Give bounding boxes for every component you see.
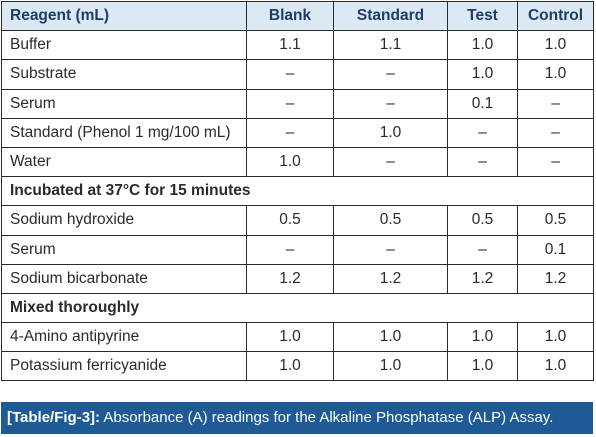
table-row: Substrate – –1.0 1.0 (1, 59, 594, 90)
test-value-cell: 1.0 (447, 322, 518, 353)
table-row: Serum – –0.1– (1, 88, 594, 119)
control-value-cell: 0.1 (517, 234, 594, 265)
blank-value-cell: 1.2 (246, 263, 334, 294)
blank-value-cell: 1.0 (246, 322, 334, 353)
control-value-cell: 1.0 (517, 322, 594, 353)
column-header-test: Test (447, 0, 518, 32)
table-row: Potassium ferricyanide 1.0 1.0 1.0 1.0 (1, 351, 594, 382)
table-row: Standard (Phenol 1 mg/100 mL) –1.0– – (1, 117, 594, 148)
blank-value-cell: – (246, 59, 334, 90)
test-value-cell: 0.5 (447, 205, 518, 236)
blank-value-cell: 1.0 (246, 351, 334, 382)
test-value-cell: – (447, 234, 518, 265)
reagent-name-cell: Substrate (1, 59, 247, 90)
column-header-control: Control (517, 0, 594, 32)
standard-value-cell: 0.5 (333, 205, 448, 236)
reagent-name-cell: Potassium ferricyanide (1, 351, 247, 382)
control-value-cell: 1.2 (517, 263, 594, 294)
standard-value-cell: – (333, 234, 448, 265)
reagent-name-cell: Sodium bicarbonate (1, 263, 247, 294)
control-value-cell: 1.0 (517, 30, 594, 61)
table-row: Buffer 1.1 1.1 1.0 1.0 (1, 30, 594, 61)
standard-value-cell: 1.0 (333, 351, 448, 382)
reagent-table: Reagent (mL) Blank Standard Test Control… (1, 0, 594, 382)
blank-value-cell: – (246, 88, 334, 119)
control-value-cell: – (517, 146, 594, 178)
section-row: Mixed thoroughly (1, 292, 594, 324)
column-header-reagent: Reagent (mL) (1, 0, 247, 32)
caption-text: Absorbance (A) readings for the Alkaline… (100, 409, 554, 426)
control-value-cell: 1.0 (517, 351, 594, 382)
standard-value-cell: 1.0 (333, 322, 448, 353)
standard-value-cell: – (333, 146, 448, 178)
table-row: Water 1.0– – – (1, 146, 594, 178)
test-value-cell: 1.2 (447, 263, 518, 294)
reagent-name-cell: Serum (1, 88, 247, 119)
table-row: Serum – – –0.1 (1, 234, 594, 265)
table-row: Sodium hydroxide 0.5 0.5 0.5 0.5 (1, 205, 594, 236)
reagent-name-cell: Serum (1, 234, 247, 265)
reagent-name-cell: Buffer (1, 30, 247, 61)
section-row: Incubated at 37°C for 15 minutes (1, 176, 594, 207)
blank-value-cell: 0.5 (246, 205, 334, 236)
blank-value-cell: – (246, 117, 334, 148)
standard-value-cell: 1.2 (333, 263, 448, 294)
reagent-name-cell: Sodium hydroxide (1, 205, 247, 236)
test-value-cell: 1.0 (447, 30, 518, 61)
header-row: Reagent (mL) Blank Standard Test Control (1, 0, 594, 32)
caption-reference: [Table/Fig-3]: (7, 409, 101, 426)
control-value-cell: 0.5 (517, 205, 594, 236)
section-label: Mixed thoroughly (1, 292, 594, 324)
test-value-cell: 1.0 (447, 59, 518, 90)
table-caption: [Table/Fig-3]: Absorbance (A) readings f… (1, 402, 593, 434)
section-label: Incubated at 37°C for 15 minutes (1, 176, 594, 207)
standard-value-cell: 1.0 (333, 117, 448, 148)
column-header-standard: Standard (333, 0, 448, 32)
control-value-cell: 1.0 (517, 59, 594, 90)
blank-value-cell: – (246, 234, 334, 265)
reagent-name-cell: Standard (Phenol 1 mg/100 mL) (1, 117, 247, 148)
reagent-name-cell: 4-Amino antipyrine (1, 322, 247, 353)
test-value-cell: – (447, 117, 518, 148)
control-value-cell: – (517, 117, 594, 148)
column-header-blank: Blank (246, 0, 334, 32)
standard-value-cell: – (333, 88, 448, 119)
blank-value-cell: 1.1 (246, 30, 334, 61)
test-value-cell: 1.0 (447, 351, 518, 382)
standard-value-cell: – (333, 59, 448, 90)
control-value-cell: – (517, 88, 594, 119)
test-value-cell: 0.1 (447, 88, 518, 119)
test-value-cell: – (447, 146, 518, 178)
table-header: Reagent (mL) Blank Standard Test Control (1, 0, 594, 32)
reagent-name-cell: Water (1, 146, 247, 178)
standard-value-cell: 1.1 (333, 30, 448, 61)
table-body: Buffer 1.1 1.1 1.0 1.0 Substrate – –1.0 1.0 Serum… (1, 30, 594, 382)
table-row: Sodium bicarbonate 1.2 1.2 1.2 1.2 (1, 263, 594, 294)
blank-value-cell: 1.0 (246, 146, 334, 178)
table-row: 4-Amino antipyrine 1.0 1.0 1.0 1.0 (1, 322, 594, 353)
